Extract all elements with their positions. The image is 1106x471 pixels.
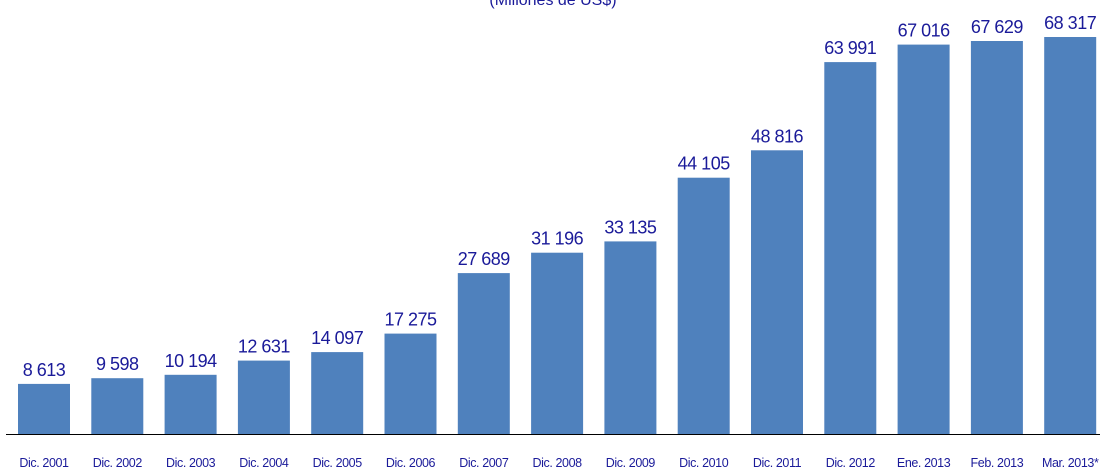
bar-14	[970, 41, 1023, 434]
x-tick-label-8: Dic. 2008	[532, 456, 582, 470]
bar-3	[164, 374, 217, 434]
x-tick-label-7: Dic. 2007	[459, 456, 509, 470]
bar-6	[384, 333, 437, 434]
bar-1	[18, 383, 70, 434]
bar-5	[311, 352, 364, 434]
x-tick-label-1: Dic. 2001	[19, 456, 69, 470]
bar-value-label-4: 12 631	[238, 337, 291, 357]
x-tick-label-12: Dic. 2012	[826, 456, 876, 470]
bar-value-label-2: 9 598	[96, 354, 139, 374]
bar-10	[677, 177, 730, 434]
bar-value-label-10: 44 105	[678, 154, 731, 174]
x-tick-label-6: Dic. 2006	[386, 456, 436, 470]
x-tick-label-2: Dic. 2002	[93, 456, 143, 470]
x-tick-label-9: Dic. 2009	[606, 456, 656, 470]
x-tick-label-10: Dic. 2010	[679, 456, 729, 470]
x-tick-label-3: Dic. 2003	[166, 456, 216, 470]
bar-value-label-1: 8 613	[23, 360, 66, 380]
bars-group	[18, 37, 1097, 435]
bar-value-label-5: 14 097	[311, 328, 364, 348]
bar-value-label-9: 33 135	[604, 217, 657, 237]
bar-value-label-6: 17 275	[384, 310, 437, 330]
bar-15	[1044, 37, 1097, 434]
bar-value-label-11: 48 816	[751, 126, 804, 146]
bar-value-label-7: 27 689	[458, 249, 511, 269]
x-tick-label-11: Dic. 2011	[753, 456, 802, 470]
value-labels-group: 8 613 9 598 10 194 12 631 14 097 17 275 27 689…	[23, 13, 1097, 380]
bar-value-label-15: 68 317	[1044, 13, 1097, 33]
bar-7	[457, 273, 510, 434]
bar-2	[91, 378, 144, 434]
bar-value-label-3: 10 194	[165, 351, 218, 371]
bar-4	[237, 360, 290, 434]
x-tick-label-15: Mar. 2013*	[1042, 456, 1099, 470]
bar-13	[897, 44, 950, 434]
bar-8	[531, 252, 584, 434]
bar-value-label-14: 67 629	[971, 17, 1024, 37]
bar-value-label-8: 31 196	[531, 229, 584, 249]
x-tick-labels-group: Dic. 2001 Dic. 2002 Dic. 2003 Dic. 2004 Dic.…	[19, 456, 1099, 470]
x-tick-label-13: Ene. 2013	[897, 456, 951, 470]
bar-9	[604, 241, 657, 434]
x-tick-label-14: Feb. 2013	[971, 456, 1024, 470]
x-tick-label-4: Dic. 2004	[239, 456, 289, 470]
chart-subtitle: (Millones de US$)	[489, 0, 617, 9]
bar-11	[751, 150, 803, 435]
bar-12	[824, 62, 877, 434]
bar-value-label-12: 63 991	[824, 38, 877, 58]
bar-value-label-13: 67 016	[898, 21, 951, 41]
x-tick-label-5: Dic. 2005	[313, 456, 363, 470]
